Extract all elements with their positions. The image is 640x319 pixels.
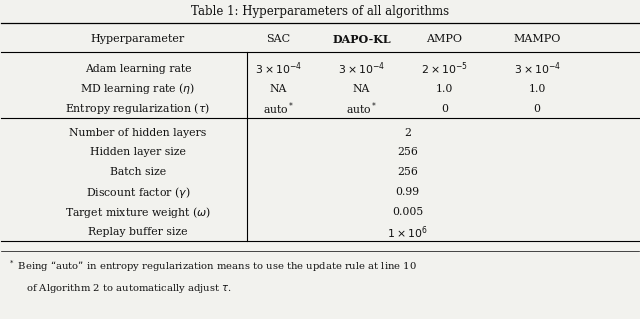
Text: Table 1: Hyperparameters of all algorithms: Table 1: Hyperparameters of all algorith… <box>191 5 449 18</box>
Text: of Algorithm 2 to automatically adjust $\tau$.: of Algorithm 2 to automatically adjust $… <box>26 282 232 295</box>
Text: Hidden layer size: Hidden layer size <box>90 147 186 157</box>
Text: NA: NA <box>353 84 370 94</box>
Text: $3 \times 10^{-4}$: $3 \times 10^{-4}$ <box>255 61 302 77</box>
Text: 1.0: 1.0 <box>436 84 453 94</box>
Text: Replay buffer size: Replay buffer size <box>88 227 188 237</box>
Text: Adam learning rate: Adam learning rate <box>84 64 191 74</box>
Text: $^*$ Being “auto” in entropy regularization means to use the update rule at line: $^*$ Being “auto” in entropy regularizat… <box>8 258 417 274</box>
Text: 2: 2 <box>404 128 411 137</box>
Text: AMPO: AMPO <box>426 34 463 44</box>
Text: SAC: SAC <box>266 34 291 44</box>
Text: NA: NA <box>270 84 287 94</box>
Text: MAMPO: MAMPO <box>513 34 561 44</box>
Text: Hyperparameter: Hyperparameter <box>91 34 185 44</box>
Text: Number of hidden layers: Number of hidden layers <box>69 128 207 137</box>
Text: Discount factor ($\gamma$): Discount factor ($\gamma$) <box>86 185 190 200</box>
Text: $1 \times 10^{6}$: $1 \times 10^{6}$ <box>387 224 428 241</box>
Text: MD learning rate ($\eta$): MD learning rate ($\eta$) <box>81 81 196 96</box>
Text: auto$^*$: auto$^*$ <box>262 100 294 117</box>
Text: Entropy regularization ($\tau$): Entropy regularization ($\tau$) <box>65 101 211 116</box>
Text: 1.0: 1.0 <box>529 84 546 94</box>
Text: 0: 0 <box>534 104 541 114</box>
Text: $2 \times 10^{-5}$: $2 \times 10^{-5}$ <box>421 61 468 77</box>
Text: $3 \times 10^{-4}$: $3 \times 10^{-4}$ <box>338 61 385 77</box>
Text: 256: 256 <box>397 147 418 157</box>
Text: 0.99: 0.99 <box>396 187 420 197</box>
Text: 0: 0 <box>441 104 448 114</box>
Text: Batch size: Batch size <box>110 167 166 177</box>
Text: 0.005: 0.005 <box>392 207 423 217</box>
Text: Target mixture weight ($\omega$): Target mixture weight ($\omega$) <box>65 205 211 220</box>
Text: $3 \times 10^{-4}$: $3 \times 10^{-4}$ <box>514 61 561 77</box>
Text: DAPO-KL: DAPO-KL <box>332 34 391 45</box>
Text: 256: 256 <box>397 167 418 177</box>
Text: auto$^*$: auto$^*$ <box>346 100 378 117</box>
